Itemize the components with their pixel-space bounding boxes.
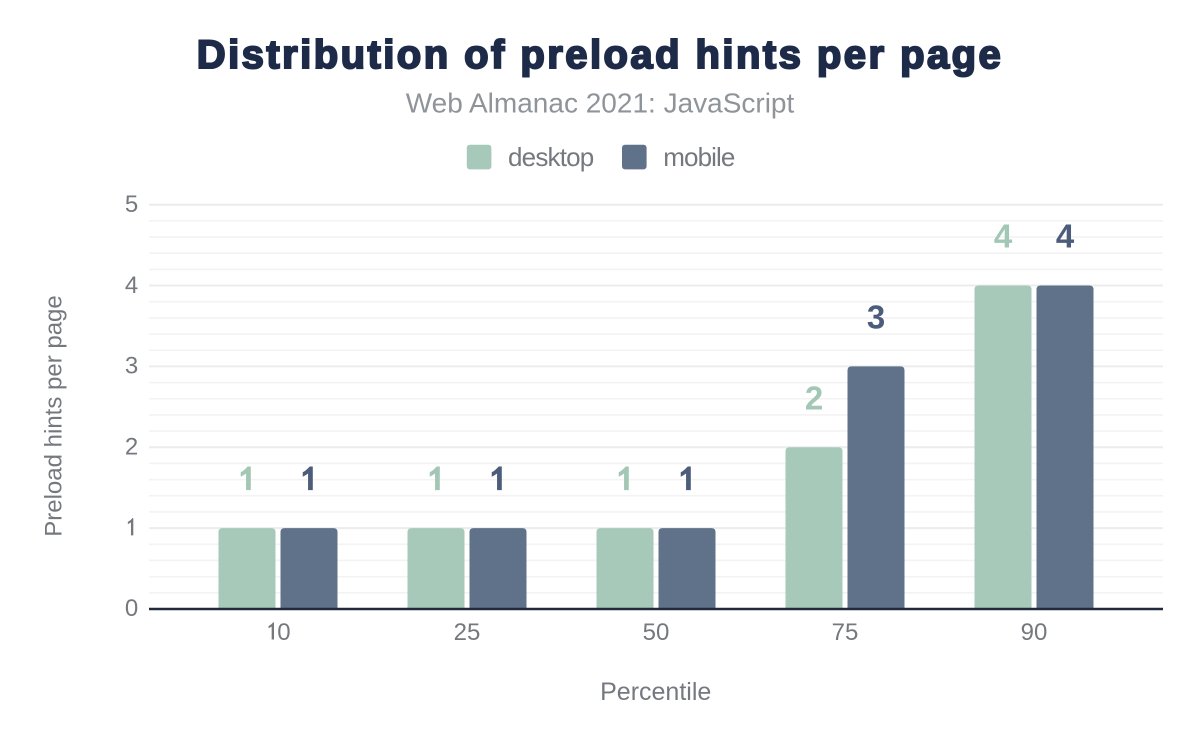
svg-text:Web Almanac 2021: JavaScript: Web Almanac 2021: JavaScript <box>406 87 795 118</box>
svg-text:2: 2 <box>805 379 823 416</box>
svg-text:3: 3 <box>867 298 885 335</box>
svg-text:desktop: desktop <box>508 142 594 172</box>
svg-text:5: 5 <box>125 191 138 218</box>
svg-text:4: 4 <box>1056 218 1075 255</box>
svg-text:4: 4 <box>125 272 138 299</box>
svg-text:0: 0 <box>277 619 290 646</box>
svg-text:Distribution of preload hints: Distribution of preload hints per page <box>197 33 1003 77</box>
svg-text:mobile: mobile <box>663 142 735 172</box>
svg-text:3: 3 <box>125 353 138 380</box>
svg-text:0: 0 <box>125 595 138 622</box>
svg-text:Preload hints per page: Preload hints per page <box>41 295 68 537</box>
svg-text:25: 25 <box>454 619 481 646</box>
svg-text:Percentile: Percentile <box>600 678 711 706</box>
svg-text:90: 90 <box>1021 619 1048 646</box>
svg-text:50: 50 <box>643 619 670 646</box>
svg-text:4: 4 <box>994 218 1013 255</box>
svg-text:75: 75 <box>832 619 859 646</box>
svg-text:2: 2 <box>125 433 138 460</box>
